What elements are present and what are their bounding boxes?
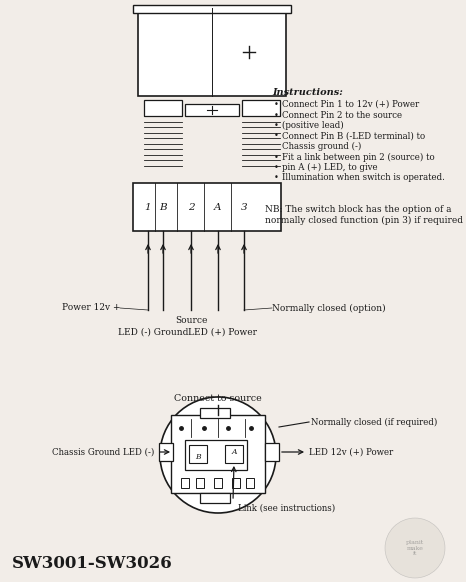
Text: •: • xyxy=(274,173,279,183)
Text: Connect Pin 1 to 12v (+) Power: Connect Pin 1 to 12v (+) Power xyxy=(282,100,419,109)
Bar xyxy=(196,478,204,488)
Bar xyxy=(200,408,230,418)
Bar xyxy=(144,100,182,116)
Circle shape xyxy=(385,518,445,578)
Bar xyxy=(185,440,247,470)
Bar xyxy=(246,478,254,488)
Text: •: • xyxy=(274,100,279,109)
Bar xyxy=(133,183,281,231)
Text: Connect Pin 2 to the source: Connect Pin 2 to the source xyxy=(282,111,402,119)
Text: Link (see instructions): Link (see instructions) xyxy=(238,504,335,513)
Bar xyxy=(265,443,279,461)
Text: (positive lead): (positive lead) xyxy=(282,121,344,130)
Text: pin A (+) LED, to give: pin A (+) LED, to give xyxy=(282,163,377,172)
Text: Normally closed (if required): Normally closed (if required) xyxy=(311,417,438,427)
Text: Chassis ground (-): Chassis ground (-) xyxy=(282,142,361,151)
Text: B: B xyxy=(159,203,167,211)
Text: •: • xyxy=(274,152,279,161)
Text: Power 12v +: Power 12v + xyxy=(62,303,120,313)
Bar xyxy=(159,443,173,461)
Bar xyxy=(242,100,280,116)
Text: LED (+) Power: LED (+) Power xyxy=(189,328,258,337)
Text: •: • xyxy=(274,121,279,130)
Text: 3: 3 xyxy=(240,203,247,211)
Bar xyxy=(171,415,265,493)
Bar xyxy=(189,445,207,463)
Text: •: • xyxy=(274,163,279,172)
Bar xyxy=(214,478,222,488)
Text: NB: The switch block has the option of a
normally closed function (pin 3) if req: NB: The switch block has the option of a… xyxy=(265,205,463,225)
Text: Source: Source xyxy=(175,316,207,325)
Text: 2: 2 xyxy=(188,203,194,211)
Bar xyxy=(181,478,189,488)
Text: Connect Pin B (-LED terminal) to: Connect Pin B (-LED terminal) to xyxy=(282,132,425,140)
Text: A: A xyxy=(214,203,222,211)
Text: B: B xyxy=(195,453,201,461)
Text: Connect to source: Connect to source xyxy=(174,394,262,403)
Text: SW3001-SW3026: SW3001-SW3026 xyxy=(12,555,173,572)
Text: •: • xyxy=(274,132,279,140)
Bar xyxy=(200,493,230,503)
Bar xyxy=(185,104,239,116)
Text: Instructions:: Instructions: xyxy=(272,88,343,97)
Text: 1: 1 xyxy=(144,203,151,211)
Text: Chassis Ground LED (-): Chassis Ground LED (-) xyxy=(52,448,154,456)
Text: •: • xyxy=(274,111,279,119)
Text: LED 12v (+) Power: LED 12v (+) Power xyxy=(309,448,393,456)
Bar xyxy=(138,8,286,96)
Text: LED (-) Ground: LED (-) Ground xyxy=(118,328,188,337)
Bar xyxy=(133,5,291,13)
Text: planit
make
it: planit make it xyxy=(406,540,424,556)
Bar xyxy=(232,478,240,488)
Text: Fit a link between pin 2 (source) to: Fit a link between pin 2 (source) to xyxy=(282,152,435,162)
Bar xyxy=(225,445,243,463)
Text: Illumination when switch is operated.: Illumination when switch is operated. xyxy=(282,173,445,183)
Circle shape xyxy=(160,397,276,513)
Text: Normally closed (option): Normally closed (option) xyxy=(272,303,386,313)
Text: A: A xyxy=(231,448,237,456)
